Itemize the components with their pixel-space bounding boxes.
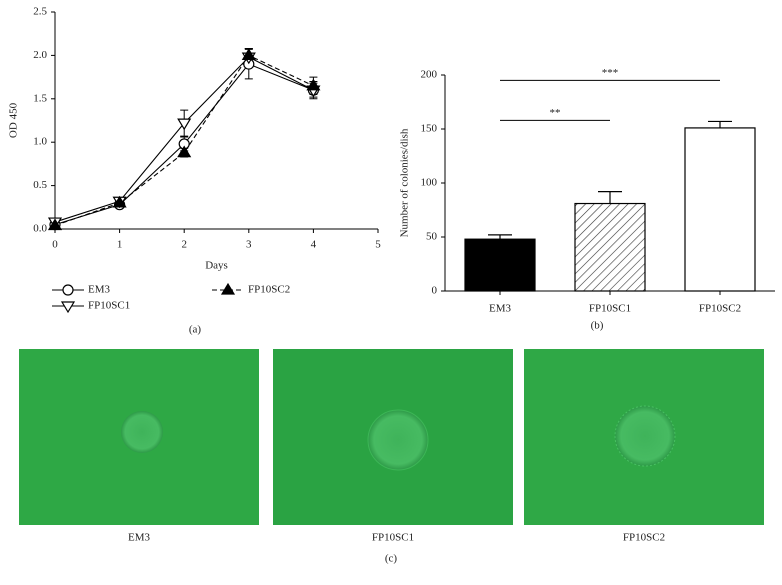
panel-label: (a) (189, 324, 202, 336)
x-tick-label: FP10SC1 (589, 303, 631, 315)
panel-label: (b) (591, 320, 604, 332)
images (19, 349, 764, 525)
y-tick-label: 0.0 (33, 223, 47, 235)
x-axis-label: Days (205, 260, 228, 272)
x-tick-label: 3 (246, 239, 252, 251)
significance-label: ** (550, 107, 561, 119)
bar (464, 238, 536, 292)
significance-label: *** (602, 67, 619, 79)
colony (614, 405, 676, 467)
bar (574, 202, 646, 292)
marker (60, 301, 76, 314)
image-label: FP10SC1 (372, 532, 414, 544)
x-tick-label: 0 (52, 239, 58, 251)
panel-label: (c) (385, 553, 398, 565)
legend-label: FP10SC2 (248, 284, 290, 296)
y-tick-label: 1.0 (33, 136, 47, 148)
error-bar (598, 191, 622, 204)
x-tick-label: EM3 (489, 303, 512, 315)
y-tick-label: 200 (421, 69, 438, 81)
line (54, 54, 314, 227)
x-tick-label: FP10SC2 (699, 303, 741, 315)
marker (177, 145, 192, 158)
y-tick-label: 0.5 (33, 179, 47, 191)
marker (47, 218, 63, 231)
bar (684, 127, 756, 292)
image-label: EM3 (128, 532, 151, 544)
y-tick-label: 0 (432, 285, 438, 297)
marker (220, 282, 236, 295)
y-tick-label: 150 (421, 123, 438, 135)
legend-label: FP10SC1 (88, 300, 130, 312)
x-tick-label: 1 (117, 239, 123, 251)
y-tick-label: 100 (421, 177, 438, 189)
marker (306, 78, 321, 91)
marker (177, 118, 192, 131)
x-tick-label: 4 (311, 239, 317, 251)
colony (367, 409, 429, 471)
y-tick-label: 2.5 (33, 6, 47, 18)
colony (121, 411, 163, 453)
x-tick-label: 2 (181, 239, 187, 251)
y-tick-label: 1.5 (33, 92, 47, 104)
y-axis-label: OD 450 (8, 102, 20, 138)
y-tick-label: 2.0 (33, 49, 47, 61)
marker (112, 195, 127, 208)
legend-label: EM3 (88, 284, 111, 296)
x-tick-label: 5 (375, 239, 381, 251)
error-bar (488, 234, 512, 240)
marker (62, 284, 74, 296)
error-bar (708, 120, 732, 128)
y-tick-label: 50 (426, 231, 438, 243)
y-axis-label: Number of colonies/dish (399, 128, 411, 237)
marker (241, 48, 256, 60)
image-label: FP10SC2 (623, 532, 665, 544)
